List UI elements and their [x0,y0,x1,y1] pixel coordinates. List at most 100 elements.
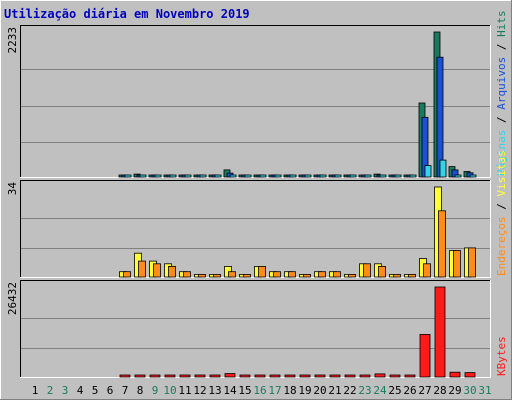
x-tick-label-25: 25 [388,384,401,397]
bar-páginas-day-17 [274,174,282,178]
bar-endereços-day-9 [153,263,161,278]
legend-separator: / [495,110,508,130]
bar-kbytes-day-13 [209,374,221,378]
x-tick-label-27: 27 [418,384,431,397]
legend-entry-páginas: Páginas [495,130,508,176]
bar-endereços-day-29 [453,250,461,278]
bar-kbytes-day-10 [164,374,176,378]
x-tick-label-28: 28 [433,384,446,397]
x-tick-label-23: 23 [358,384,371,397]
bar-kbytes-day-11 [179,374,191,378]
bar-kbytes-day-19 [299,374,311,378]
bar-kbytes-day-7 [119,374,131,378]
x-tick-label-29: 29 [448,384,461,397]
bar-kbytes-day-12 [194,374,206,378]
bar-endereços-day-15 [243,273,251,278]
legend-entry-arquivos: Arquivos [495,57,508,110]
panel-middle-ymax-label: 34 [6,182,19,196]
x-tick-label-15: 15 [238,384,251,397]
panel-middle: 34 Endereços / Visitas [6,150,508,278]
bar-páginas-day-12 [199,174,207,178]
legend-entry-kbytes: KBytes [495,336,508,376]
bar-endereços-day-27 [423,263,431,278]
x-tick-label-7: 7 [122,384,129,397]
bar-endereços-day-22 [348,273,356,278]
bar-endereços-day-28 [438,210,446,278]
bar-páginas-day-11 [184,174,192,178]
bar-endereços-day-21 [333,271,341,278]
bar-páginas-day-19 [304,174,312,178]
bar-kbytes-day-17 [269,374,281,378]
bar-endereços-day-20 [318,271,326,278]
bar-kbytes-day-29 [449,371,461,378]
bar-páginas-day-23 [364,174,372,178]
bar-endereços-day-24 [378,265,386,278]
x-tick-label-22: 22 [343,384,356,397]
panel-middle-plot-area [20,180,491,278]
x-tick-label-8: 8 [137,384,144,397]
bar-kbytes-day-23 [359,374,371,378]
bar-endereços-day-12 [198,273,206,278]
bar-páginas-day-16 [259,174,267,178]
panel-bottom-legend: KBytes [495,336,508,376]
bar-kbytes-day-25 [389,374,401,378]
bar-páginas-day-27 [424,165,432,178]
bar-páginas-day-24 [379,174,387,178]
bar-páginas-day-22 [349,174,357,178]
x-tick-label-9: 9 [152,384,159,397]
bar-páginas-day-9 [154,174,162,178]
bar-endereços-day-17 [273,271,281,278]
x-tick-label-5: 5 [92,384,99,397]
panel-middle-legend: Endereços / Visitas [495,150,508,276]
panel-top-legend: Páginas / Arquivos / Hits [495,10,508,176]
bar-kbytes-day-9 [149,374,161,378]
bar-kbytes-day-28 [434,286,446,378]
bar-kbytes-day-20 [314,374,326,378]
bar-páginas-day-29 [454,174,462,178]
panel-bottom: 26432 KBytes [6,280,508,378]
bar-endereços-day-30 [468,247,476,278]
bar-endereços-day-10 [168,265,176,278]
bar-endereços-day-23 [363,263,371,278]
bar-kbytes-day-15 [239,374,251,378]
bar-endereços-day-7 [123,271,131,278]
bar-páginas-day-30 [469,174,477,178]
bar-kbytes-day-14 [224,373,236,378]
bar-kbytes-day-18 [284,374,296,378]
bar-páginas-day-20 [319,174,327,178]
bar-páginas-day-28 [439,159,447,178]
bar-kbytes-day-24 [374,373,386,378]
bar-endereços-day-8 [138,260,146,278]
x-tick-label-2: 2 [47,384,54,397]
x-tick-label-16: 16 [253,384,266,397]
panel-bottom-ymax-label: 26432 [6,282,19,315]
bar-endereços-day-19 [303,273,311,278]
bar-páginas-day-13 [214,174,222,178]
x-tick-label-3: 3 [62,384,69,397]
bar-kbytes-day-16 [254,374,266,378]
x-axis-tick-labels: 1 2 3 4 5 6 7 8 9 10 11 12 13 14 15 16 17 18 19 20 21 22 23 24 2… [32,384,492,397]
x-tick-label-18: 18 [283,384,296,397]
bar-endereços-day-18 [288,271,296,278]
bar-endereços-day-11 [183,271,191,278]
x-tick-label-13: 13 [208,384,221,397]
panel-top-ymax-label: 2233 [6,27,19,54]
bar-kbytes-day-21 [329,374,341,378]
x-tick-label-30: 30 [463,384,476,397]
legend-separator: / [495,37,508,57]
panel-bottom-plot-area [20,280,491,378]
x-tick-label-14: 14 [223,384,237,397]
bar-páginas-day-26 [409,174,417,178]
chart-panels: 2233 Páginas / Arquivos / Hits 34 Endereços… [6,10,508,378]
x-tick-label-1: 1 [32,384,39,397]
panel-top-plot-area [20,25,491,178]
x-tick-label-26: 26 [403,384,416,397]
bar-endereços-day-25 [393,273,401,278]
bar-páginas-day-10 [169,174,177,178]
legend-entry-visitas: Visitas [495,150,508,196]
x-tick-label-10: 10 [163,384,176,397]
panel-top: 2233 Páginas / Arquivos / Hits [6,10,508,178]
bar-kbytes-day-26 [404,374,416,378]
